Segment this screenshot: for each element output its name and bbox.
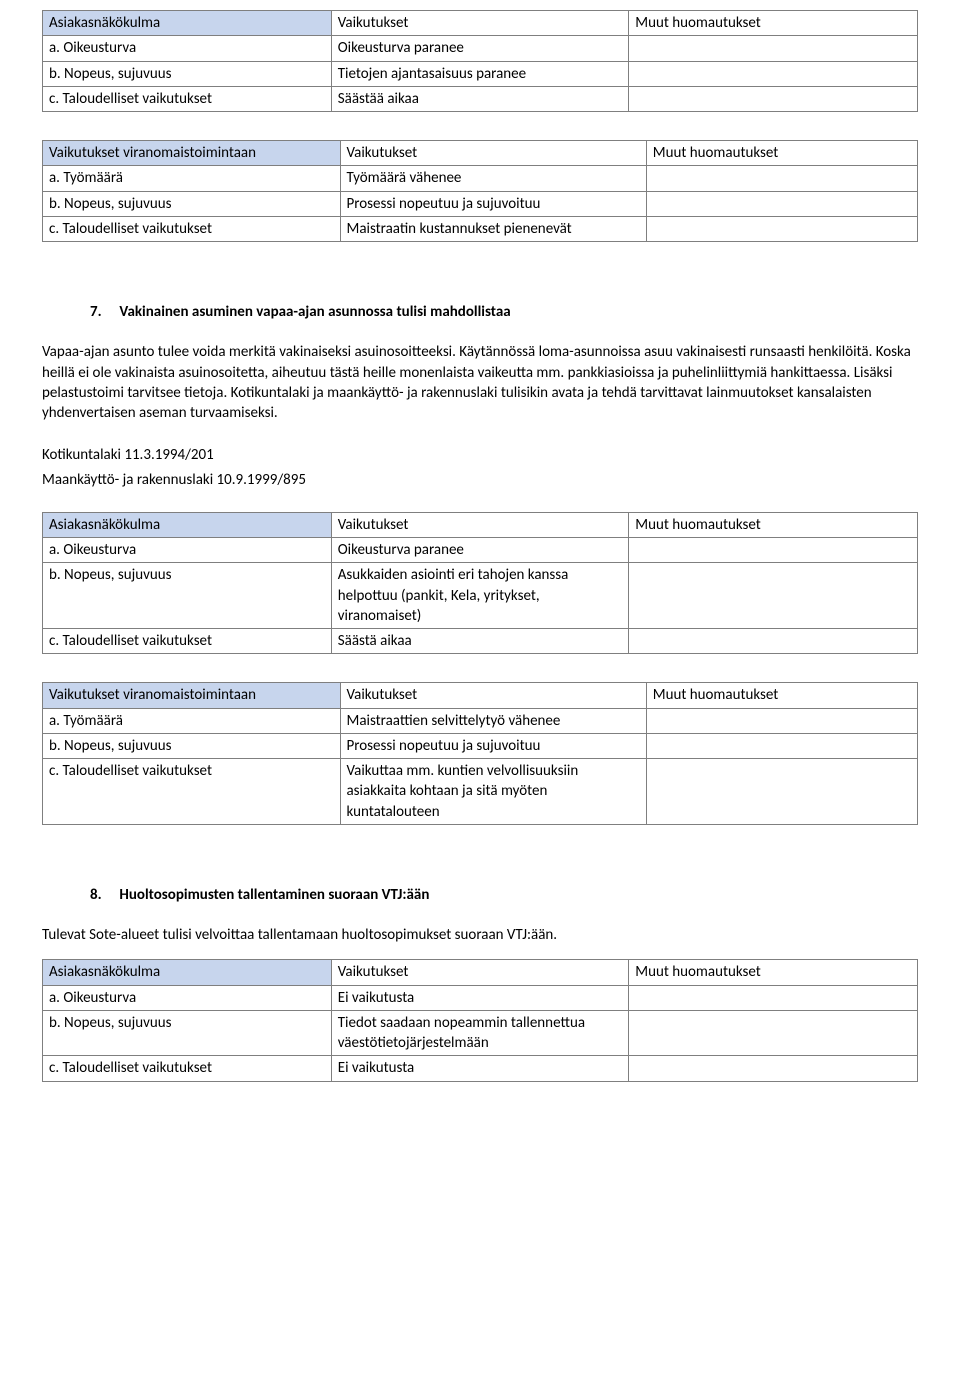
cell	[629, 36, 918, 61]
cell: a. Työmäärä	[43, 166, 341, 191]
cell: Ei vaikutusta	[331, 1056, 629, 1081]
cell: Ei vaikutusta	[331, 985, 629, 1010]
section-title: Vakinainen asuminen vapaa-ajan asunnossa…	[119, 303, 510, 321]
table-authority-view-2: Vaikutukset viranomaistoimintaan Vaikutu…	[42, 682, 918, 825]
table-row: b. Nopeus, sujuvuus Tiedot saadaan nopea…	[43, 1010, 918, 1056]
col-header: Vaikutukset	[331, 11, 629, 36]
table-customer-view-2: Asiakasnäkökulma Vaikutukset Muut huomau…	[42, 512, 918, 655]
section-number: 8.	[90, 885, 116, 905]
cell: c. Taloudelliset vaikutukset	[43, 759, 341, 825]
cell: Työmäärä vähenee	[340, 166, 646, 191]
cell: b. Nopeus, sujuvuus	[43, 733, 341, 758]
table-row: c. Taloudelliset vaikutukset Vaikuttaa m…	[43, 759, 918, 825]
table-row: c. Taloudelliset vaikutukset Säästä aika…	[43, 629, 918, 654]
cell: a. Työmäärä	[43, 708, 341, 733]
cell	[646, 216, 917, 241]
table-row: b. Nopeus, sujuvuus Prosessi nopeutuu ja…	[43, 733, 918, 758]
cell: b. Nopeus, sujuvuus	[43, 1010, 332, 1056]
table-header-row: Vaikutukset viranomaistoimintaan Vaikutu…	[43, 683, 918, 708]
cell	[646, 191, 917, 216]
cell	[629, 61, 918, 86]
cell: Oikeusturva paranee	[331, 538, 629, 563]
cell	[629, 629, 918, 654]
section-number: 7.	[90, 302, 116, 322]
cell: c. Taloudelliset vaikutukset	[43, 629, 332, 654]
cell: Prosessi nopeutuu ja sujuvoituu	[340, 191, 646, 216]
table-customer-view-1: Asiakasnäkökulma Vaikutukset Muut huomau…	[42, 10, 918, 112]
col-header: Vaikutukset	[331, 960, 629, 985]
cell: Säästää aikaa	[331, 86, 629, 111]
col-header: Vaikutukset	[340, 683, 646, 708]
table-header-row: Vaikutukset viranomaistoimintaan Vaikutu…	[43, 141, 918, 166]
cell: c. Taloudelliset vaikutukset	[43, 1056, 332, 1081]
table-header-row: Asiakasnäkökulma Vaikutukset Muut huomau…	[43, 11, 918, 36]
cell: Säästä aikaa	[331, 629, 629, 654]
col-header: Muut huomautukset	[629, 512, 918, 537]
cell: Maistraattien selvittelytyö vähenee	[340, 708, 646, 733]
table-row: a. Työmäärä Työmäärä vähenee	[43, 166, 918, 191]
cell: Prosessi nopeutuu ja sujuvoituu	[340, 733, 646, 758]
cell: a. Oikeusturva	[43, 538, 332, 563]
cell: b. Nopeus, sujuvuus	[43, 191, 341, 216]
table-row: a. Oikeusturva Ei vaikutusta	[43, 985, 918, 1010]
cell: b. Nopeus, sujuvuus	[43, 61, 332, 86]
section-8-paragraph: Tulevat Sote-alueet tulisi velvoittaa ta…	[42, 925, 918, 945]
col-header: Vaikutukset viranomaistoimintaan	[43, 683, 341, 708]
col-header: Muut huomautukset	[629, 960, 918, 985]
section-8-heading: 8. Huoltosopimusten tallentaminen suoraa…	[42, 885, 918, 905]
table-row: c. Taloudelliset vaikutukset Maistraatin…	[43, 216, 918, 241]
section-title: Huoltosopimusten tallentaminen suoraan V…	[119, 886, 429, 904]
col-header: Asiakasnäkökulma	[43, 512, 332, 537]
col-header: Asiakasnäkökulma	[43, 960, 332, 985]
table-row: a. Oikeusturva Oikeusturva paranee	[43, 36, 918, 61]
cell	[646, 708, 917, 733]
section-7-paragraph: Vapaa-ajan asunto tulee voida merkitä va…	[42, 342, 918, 423]
table-row: b. Nopeus, sujuvuus Prosessi nopeutuu ja…	[43, 191, 918, 216]
table-authority-view-1: Vaikutukset viranomaistoimintaan Vaikutu…	[42, 140, 918, 242]
cell	[629, 86, 918, 111]
table-header-row: Asiakasnäkökulma Vaikutukset Muut huomau…	[43, 960, 918, 985]
law-reference: Maankäyttö- ja rakennuslaki 10.9.1999/89…	[42, 470, 918, 490]
table-row: b. Nopeus, sujuvuus Tietojen ajantasaisu…	[43, 61, 918, 86]
cell	[646, 733, 917, 758]
col-header: Asiakasnäkökulma	[43, 11, 332, 36]
col-header: Vaikutukset	[340, 141, 646, 166]
cell: Maistraatin kustannukset pienenevät	[340, 216, 646, 241]
section-7-heading: 7. Vakinainen asuminen vapaa-ajan asunno…	[42, 302, 918, 322]
cell: a. Oikeusturva	[43, 985, 332, 1010]
table-row: c. Taloudelliset vaikutukset Ei vaikutus…	[43, 1056, 918, 1081]
cell	[629, 1010, 918, 1056]
cell: b. Nopeus, sujuvuus	[43, 563, 332, 629]
cell	[629, 563, 918, 629]
cell	[646, 166, 917, 191]
col-header: Vaikutukset viranomaistoimintaan	[43, 141, 341, 166]
cell: Asukkaiden asiointi eri tahojen kanssa h…	[331, 563, 629, 629]
cell: Tietojen ajantasaisuus paranee	[331, 61, 629, 86]
col-header: Muut huomautukset	[646, 141, 917, 166]
table-row: b. Nopeus, sujuvuus Asukkaiden asiointi …	[43, 563, 918, 629]
table-customer-view-3: Asiakasnäkökulma Vaikutukset Muut huomau…	[42, 959, 918, 1081]
law-reference: Kotikuntalaki 11.3.1994/201	[42, 445, 918, 465]
cell: Tiedot saadaan nopeammin tallennettua vä…	[331, 1010, 629, 1056]
cell: c. Taloudelliset vaikutukset	[43, 216, 341, 241]
cell: Oikeusturva paranee	[331, 36, 629, 61]
cell	[629, 1056, 918, 1081]
cell: c. Taloudelliset vaikutukset	[43, 86, 332, 111]
col-header: Vaikutukset	[331, 512, 629, 537]
table-header-row: Asiakasnäkökulma Vaikutukset Muut huomau…	[43, 512, 918, 537]
col-header: Muut huomautukset	[646, 683, 917, 708]
cell: Vaikuttaa mm. kuntien velvollisuuksiin a…	[340, 759, 646, 825]
cell	[629, 538, 918, 563]
table-row: c. Taloudelliset vaikutukset Säästää aik…	[43, 86, 918, 111]
table-row: a. Työmäärä Maistraattien selvittelytyö …	[43, 708, 918, 733]
cell	[646, 759, 917, 825]
table-row: a. Oikeusturva Oikeusturva paranee	[43, 538, 918, 563]
col-header: Muut huomautukset	[629, 11, 918, 36]
cell: a. Oikeusturva	[43, 36, 332, 61]
cell	[629, 985, 918, 1010]
